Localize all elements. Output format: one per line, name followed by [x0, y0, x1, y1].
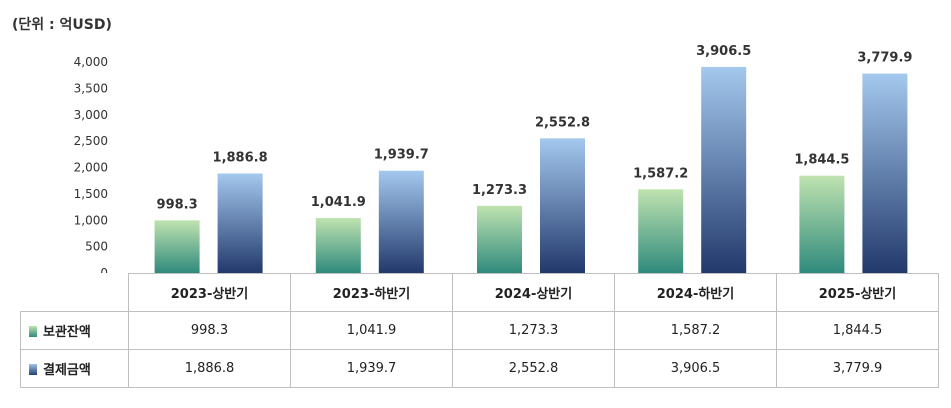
table-cell: 1,844.5: [776, 311, 939, 350]
y-tick-label: 2,500: [74, 134, 108, 148]
data-label: 1,844.5: [794, 153, 849, 168]
category-label: 2023-상반기: [128, 273, 291, 312]
y-axis: 0 500 1,000 1,500 2,000 2,500 3,000 3,500 4,000: [74, 55, 108, 273]
table-corner: [20, 273, 129, 312]
data-table: 2023-상반기 2023-하반기 2024-상반기 2024-하반기 2025-상반기…: [20, 273, 939, 388]
data-label: 1,273.3: [472, 183, 527, 198]
data-label: 2,552.8: [535, 115, 590, 130]
table-cell: 1,886.8: [128, 349, 291, 388]
legend-swatch-icon: [29, 326, 37, 337]
table-cell: 1,041.9: [290, 311, 453, 350]
category-label: 2025-상반기: [776, 273, 939, 312]
table-cell: 3,906.5: [614, 349, 777, 388]
data-label: 1,886.8: [213, 150, 268, 165]
legend-swatch-icon: [29, 364, 37, 375]
category-label: 2024-상반기: [452, 273, 615, 312]
bar-holding: [799, 175, 845, 273]
table-row: 보관잔액 998.3 1,041.9 1,273.3 1,587.2 1,844.5: [20, 311, 939, 350]
data-labels: 998.3 1,886.8 1,041.9 1,939.7 1,273.3 2,552.8…: [157, 44, 913, 212]
table-cell: 1,273.3: [452, 311, 615, 350]
bar-holding: [638, 189, 684, 273]
table-cell: 3,779.9: [776, 349, 939, 388]
unit-label: (단위 : 억USD): [12, 17, 112, 33]
bar-payment: [862, 73, 908, 273]
bar-holding: [154, 220, 200, 273]
table-cell: 1,939.7: [290, 349, 453, 388]
bar-holding: [315, 218, 361, 273]
legend-item-결제금액: 결제금액: [20, 349, 129, 388]
y-tick-label: 500: [85, 240, 108, 254]
table-header-row: 2023-상반기 2023-하반기 2024-상반기 2024-하반기 2025-상반기: [20, 273, 939, 312]
bars: [154, 66, 908, 273]
y-tick-label: 1,500: [74, 187, 108, 201]
data-label: 1,939.7: [374, 148, 429, 163]
data-label: 3,906.5: [696, 44, 751, 59]
bar-payment: [701, 66, 747, 273]
bar-payment: [378, 170, 424, 273]
bar-payment: [217, 173, 263, 273]
category-label: 2024-하반기: [614, 273, 777, 312]
legend-item-보관잔액: 보관잔액: [20, 311, 129, 350]
bar-chart: 05001,0001,5002,0002,5003,0003,5004,000 …: [74, 44, 913, 273]
table-row: 결제금액 1,886.8 1,939.7 2,552.8 3,906.5 3,779.9: [20, 349, 939, 388]
y-tick-label: 4,000: [74, 55, 108, 69]
y-tick-label: 2,000: [74, 161, 108, 175]
legend-label: 보관잔액: [43, 325, 91, 340]
y-tick-label: 3,000: [74, 108, 108, 122]
data-label: 3,779.9: [857, 51, 912, 66]
bar-holding: [477, 205, 522, 273]
table-cell: 998.3: [128, 311, 291, 350]
category-label: 2023-하반기: [290, 273, 453, 312]
table-cell: 2,552.8: [452, 349, 615, 388]
data-label: 998.3: [157, 197, 198, 212]
data-label: 1,041.9: [311, 195, 366, 210]
y-tick-label: 0: [100, 266, 108, 273]
data-label: 1,587.2: [633, 166, 688, 181]
bar-payment: [540, 138, 585, 273]
y-tick-label: 3,500: [74, 81, 108, 95]
legend-label: 결제금액: [43, 363, 91, 378]
y-tick-label: 1,000: [74, 213, 108, 227]
table-cell: 1,587.2: [614, 311, 777, 350]
